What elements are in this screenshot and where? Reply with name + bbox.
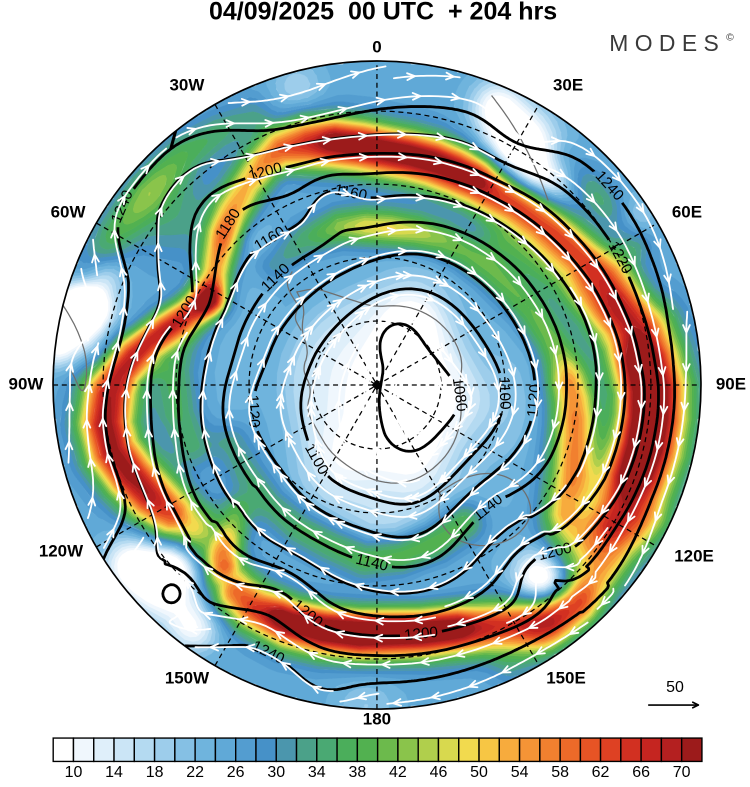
svg-text:34: 34 <box>308 764 326 781</box>
svg-text:54: 54 <box>511 764 529 781</box>
svg-text:04/09/2025 00 UTC + 204 hrs: 04/09/2025 00 UTC + 204 hrs <box>209 0 557 25</box>
svg-text:0: 0 <box>372 37 381 56</box>
svg-text:©: © <box>726 33 734 44</box>
svg-text:66: 66 <box>632 764 650 781</box>
svg-text:50: 50 <box>666 679 684 696</box>
svg-text:10: 10 <box>65 764 83 781</box>
svg-text:50: 50 <box>470 764 488 781</box>
svg-text:90W: 90W <box>9 374 44 393</box>
svg-text:180: 180 <box>363 709 391 728</box>
svg-text:30E: 30E <box>553 75 583 94</box>
svg-text:22: 22 <box>186 764 204 781</box>
svg-text:14: 14 <box>105 764 123 781</box>
svg-text:62: 62 <box>592 764 610 781</box>
svg-text:120E: 120E <box>674 546 714 565</box>
svg-text:90E: 90E <box>716 374 746 393</box>
svg-text:60E: 60E <box>672 202 702 221</box>
svg-text:150E: 150E <box>546 668 586 687</box>
svg-text:46: 46 <box>430 764 448 781</box>
svg-text:18: 18 <box>146 764 164 781</box>
svg-text:1080: 1080 <box>449 377 471 413</box>
svg-text:26: 26 <box>227 764 245 781</box>
svg-text:30: 30 <box>267 764 285 781</box>
svg-text:38: 38 <box>348 764 366 781</box>
svg-text:120W: 120W <box>39 541 83 560</box>
svg-text:150W: 150W <box>165 668 209 687</box>
svg-text:30W: 30W <box>170 75 205 94</box>
svg-text:M O D E S: M O D E S <box>609 30 718 56</box>
svg-text:60W: 60W <box>51 202 86 221</box>
svg-text:58: 58 <box>551 764 569 781</box>
svg-text:70: 70 <box>673 764 691 781</box>
svg-text:42: 42 <box>389 764 407 781</box>
